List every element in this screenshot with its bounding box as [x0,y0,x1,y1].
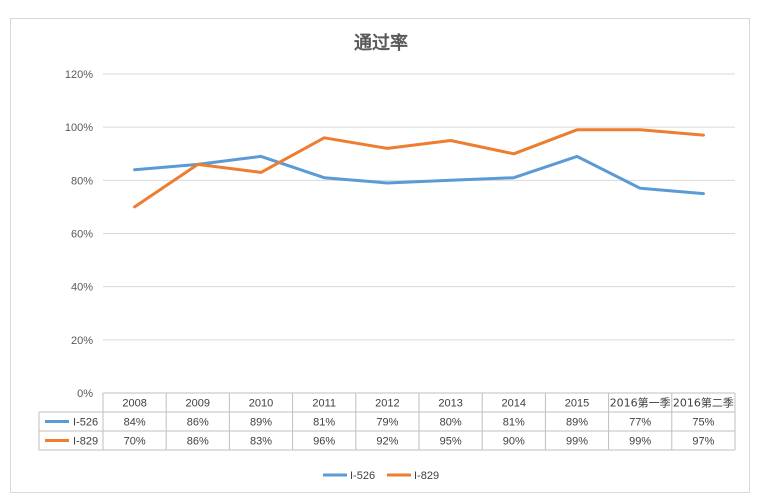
data-table: 2008 2009 2010 2011 2012 2013 2014 2015 2016第一季 2… [38,392,736,451]
y-tick-label: 20% [71,335,93,347]
data-label: 83% [250,436,272,448]
gridlines [103,73,735,341]
data-label: 89% [250,417,272,429]
x-tick-label: 2008 [122,398,146,410]
x-tick-label: 2016第一季 [610,396,671,410]
x-tick-label: 2010 [249,398,273,410]
data-label: 97% [692,436,714,448]
table-series-name: I-829 [73,436,98,448]
data-label: 81% [313,417,335,429]
line-chart: 通过率 0%20%40%60%80%100%120% 2008 2009 2010 2… [38,32,736,482]
y-tick-label: 80% [71,175,93,187]
data-label: 86% [187,417,209,429]
data-label: 99% [566,436,588,448]
y-tick-label: 0% [77,388,93,400]
x-tick-label: 2012 [375,398,399,410]
data-label: 86% [187,436,209,448]
legend-label: I-526 [350,470,375,482]
x-tick-label: 2013 [438,398,462,410]
data-label: 80% [440,417,462,429]
data-label: 96% [313,436,335,448]
data-label: 77% [629,417,651,429]
series-line [133,154,705,196]
y-tick-label: 100% [65,122,93,134]
data-label: 70% [124,436,146,448]
data-label: 90% [503,436,525,448]
series-line [133,128,705,209]
x-tick-label: 2016第二季 [673,396,734,410]
x-tick-label: 2014 [502,398,526,410]
y-tick-label: 60% [71,229,93,241]
series-lines [133,128,705,209]
x-tick-label: 2009 [186,398,210,410]
data-label: 79% [376,417,398,429]
legend: I-526 I-829 [323,470,439,482]
data-label: 75% [692,417,714,429]
x-tick-label: 2011 [312,398,336,410]
y-axis: 0% 20% 40% 60% 80% 100% 120% [65,69,93,400]
data-label: 99% [629,436,651,448]
data-label: 89% [566,417,588,429]
legend-label: I-829 [414,470,439,482]
y-tick-label: 40% [71,282,93,294]
table-series-name: I-526 [73,417,98,429]
data-label: 81% [503,417,525,429]
data-label: 95% [440,436,462,448]
y-tick-label: 120% [65,69,93,81]
data-label: 92% [376,436,398,448]
x-tick-label: 2015 [565,398,589,410]
chart-frame: 通过率 0% 20% 40% 60% 80% 100% 120% 2008 2009 2010 2… [10,18,750,493]
data-label: 84% [124,417,146,429]
chart-title: 通过率 [354,32,408,54]
